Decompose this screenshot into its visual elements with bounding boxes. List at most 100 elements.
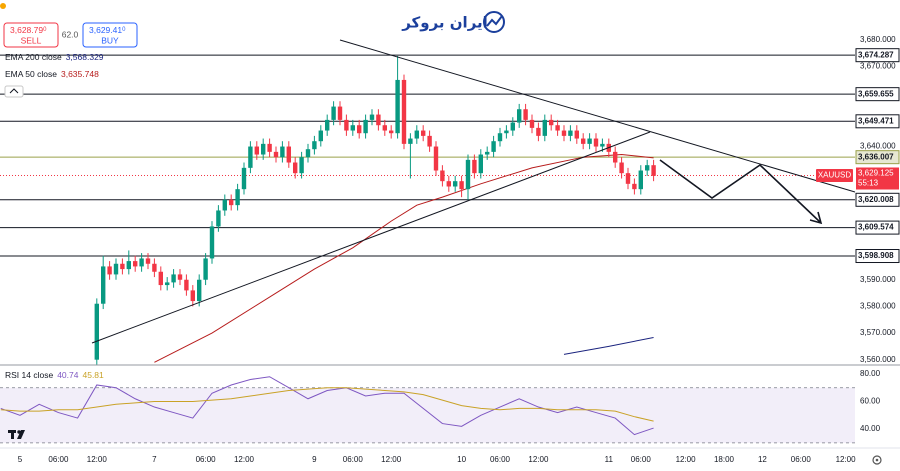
level-label: 3,659.655 [858, 89, 894, 98]
candle-body [574, 130, 579, 139]
buy-price: 3,629.410 [89, 25, 126, 35]
candle-body [248, 146, 253, 168]
candle-body [376, 114, 381, 126]
candle-body [280, 146, 285, 158]
candle-body [529, 119, 535, 128]
indicator-line [0, 387, 654, 422]
candle-body [632, 183, 637, 190]
candle-body [235, 189, 240, 206]
candle-body [260, 143, 266, 155]
candle-body [158, 271, 163, 286]
logo-icon-line [486, 15, 503, 27]
settings-icon-center [875, 458, 879, 462]
candle-body [120, 263, 125, 270]
drawing-layer [91, 39, 856, 344]
candle-body [548, 119, 554, 126]
trendline [91, 131, 651, 344]
x-tick-label: 10 [457, 455, 466, 464]
x-tick-label: 11 [605, 455, 614, 464]
candle-body [94, 303, 99, 360]
axis-layer: 3,680.000 3,670.000 3,640.000 3,590.000 3,58… [0, 35, 900, 464]
sell-label: SELL [21, 35, 42, 45]
legend-value: 45.81 [82, 370, 104, 380]
level-label-box [855, 249, 900, 264]
candle-body [619, 162, 624, 174]
candle-body [600, 143, 605, 147]
candle-body [580, 138, 586, 144]
x-tick-label: 12:00 [381, 455, 402, 464]
candle-body [292, 162, 298, 174]
legend-value: 3,568.329 [66, 52, 104, 62]
x-tick-label: 12:00 [836, 455, 857, 464]
candle-body [254, 146, 259, 155]
candle-body [555, 125, 560, 131]
logo-icon [483, 11, 505, 33]
candle-body [542, 119, 547, 136]
x-tick-label: 9 [312, 455, 317, 464]
x-tick-label: 12 [758, 455, 767, 464]
sell-button[interactable] [3, 22, 59, 48]
candle-body [209, 226, 215, 259]
legend-value: 40.74 [57, 370, 79, 380]
candle-body [241, 167, 247, 190]
candle-body [638, 170, 643, 190]
legend-name: EMA 200 close [5, 52, 62, 62]
candle-body [152, 263, 157, 272]
candle-body [350, 125, 355, 131]
legend-name: EMA 50 close [5, 69, 57, 79]
candle-body [452, 181, 458, 187]
candle-body [433, 146, 439, 171]
x-tick-label: 12:00 [87, 455, 108, 464]
collapse-button[interactable] [4, 85, 24, 98]
logo-text: ایران بروکر [401, 14, 488, 32]
projection-path [659, 159, 821, 223]
projection-arrowhead [809, 211, 823, 225]
candle-body [100, 266, 106, 304]
candle-body [587, 138, 592, 144]
candle-body [561, 130, 567, 136]
candle-body [414, 130, 419, 139]
candle-body [401, 79, 407, 144]
candle-body [484, 151, 490, 155]
candle-body [267, 143, 272, 152]
candle-body [523, 109, 528, 120]
candle-body [203, 258, 208, 280]
candle-body [491, 141, 496, 152]
y-tick-label: 3,580.000 [860, 301, 896, 310]
rsi-tick-label: 40.00 [860, 424, 881, 433]
candle-body [440, 170, 445, 182]
candle-body [190, 290, 195, 302]
last-price-label: 3,629.125 [858, 169, 894, 178]
level-label: 3,674.287 [858, 50, 894, 59]
y-tick-label: 3,570.000 [860, 328, 896, 337]
candle-body [286, 146, 291, 163]
level-label-box [855, 48, 900, 63]
trendline [339, 39, 856, 193]
candle-body [107, 266, 112, 275]
settings-icon[interactable] [872, 455, 882, 465]
y-tick-label: 3,560.000 [860, 355, 896, 364]
candle-body [177, 274, 183, 280]
candle-body [171, 274, 176, 283]
spread: 62.0 [62, 29, 79, 39]
y-tick-label: 3,680.000 [860, 35, 896, 44]
candle-body [504, 130, 509, 134]
candle-layer [94, 55, 656, 365]
rsi-band [0, 387, 855, 443]
level-layer [0, 54, 855, 257]
candle-body [408, 138, 413, 144]
candle-body [305, 149, 311, 158]
legend-entry: EMA 50 close 3,635.748 [5, 69, 99, 79]
x-tick-label: 06:00 [791, 455, 812, 464]
candle-body [465, 159, 471, 190]
candle-body [510, 122, 515, 131]
level-label-box [855, 114, 900, 129]
level-label: 3,620.008 [858, 195, 894, 204]
candle-body [324, 119, 330, 131]
x-tick-label: 06:00 [631, 455, 652, 464]
candle-body [228, 199, 234, 206]
candle-body [459, 181, 464, 190]
x-tick-label: 12:00 [676, 455, 697, 464]
buy-button[interactable] [82, 22, 138, 48]
